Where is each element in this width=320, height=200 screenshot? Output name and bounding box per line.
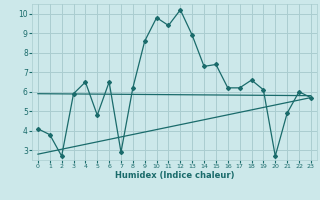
X-axis label: Humidex (Indice chaleur): Humidex (Indice chaleur) xyxy=(115,171,234,180)
